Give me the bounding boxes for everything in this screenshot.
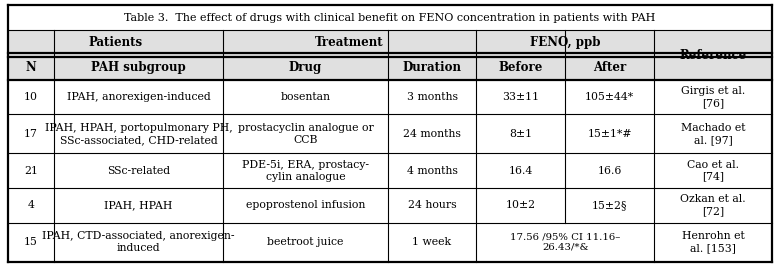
Text: 17: 17 (24, 129, 37, 139)
Text: epoprostenol infusion: epoprostenol infusion (246, 200, 365, 210)
Text: 3 months: 3 months (406, 92, 458, 102)
Text: 17.56 /95% CI 11.16–
26.43/*&: 17.56 /95% CI 11.16– 26.43/*& (510, 232, 620, 252)
Text: 15±1*#: 15±1*# (587, 129, 632, 139)
Text: Duration: Duration (402, 61, 462, 74)
Text: PDE-5i, ERA, prostacy-
cylin analogue: PDE-5i, ERA, prostacy- cylin analogue (242, 160, 369, 182)
Text: prostacyclin analogue or
CCB: prostacyclin analogue or CCB (238, 123, 374, 145)
Text: 4: 4 (27, 200, 34, 210)
Text: IPAH, HPAH, portopulmonary PH,
SSc-associated, CHD-related: IPAH, HPAH, portopulmonary PH, SSc-assoc… (44, 123, 232, 145)
Text: PAH subgroup: PAH subgroup (91, 61, 186, 74)
Text: beetroot juice: beetroot juice (268, 237, 344, 247)
Bar (8, 30, 772, 80)
Text: 16.4: 16.4 (509, 166, 533, 176)
Text: 24 months: 24 months (403, 129, 461, 139)
Text: FENO, ppb: FENO, ppb (530, 36, 601, 49)
Text: IPAH, CTD-associated, anorexigen-
induced: IPAH, CTD-associated, anorexigen- induce… (42, 231, 235, 253)
Text: IPAH, anorexigen-induced: IPAH, anorexigen-induced (66, 92, 211, 102)
Text: Reference: Reference (679, 49, 747, 61)
Text: IPAH, HPAH: IPAH, HPAH (105, 200, 172, 210)
Text: Henrohn et
al. [153]: Henrohn et al. [153] (682, 231, 745, 253)
Text: Machado et
al. [97]: Machado et al. [97] (681, 123, 746, 145)
Text: bosentan: bosentan (281, 92, 331, 102)
Text: 10: 10 (24, 92, 38, 102)
Text: N: N (26, 61, 36, 74)
Text: 8±1: 8±1 (509, 129, 532, 139)
Text: 15: 15 (24, 237, 37, 247)
Text: Patients: Patients (88, 36, 143, 49)
Text: 105±44*: 105±44* (585, 92, 634, 102)
Text: Ozkan et al.
[72]: Ozkan et al. [72] (680, 194, 746, 216)
Text: 24 hours: 24 hours (408, 200, 456, 210)
Text: 21: 21 (24, 166, 38, 176)
Text: 15±2§: 15±2§ (592, 200, 627, 210)
Text: 33±11: 33±11 (502, 92, 539, 102)
Text: 4 months: 4 months (406, 166, 458, 176)
Text: Treatment: Treatment (315, 36, 384, 49)
Text: After: After (593, 61, 626, 74)
Text: Cao et al.
[74]: Cao et al. [74] (687, 160, 739, 182)
Text: 10±2: 10±2 (505, 200, 536, 210)
Text: Drug: Drug (289, 61, 322, 74)
Text: Table 3.  The effect of drugs with clinical benefit on FENO concentration in pat: Table 3. The effect of drugs with clinic… (124, 13, 656, 23)
Text: 1 week: 1 week (413, 237, 452, 247)
Text: SSc-related: SSc-related (107, 166, 170, 176)
Text: Before: Before (498, 61, 543, 74)
Text: Girgis et al.
[76]: Girgis et al. [76] (681, 86, 746, 108)
Text: 16.6: 16.6 (597, 166, 622, 176)
